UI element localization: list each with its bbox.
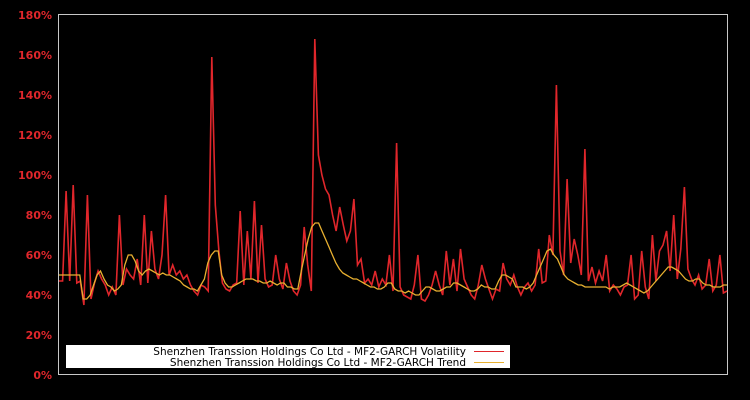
y-tick-label: 160% <box>18 49 52 62</box>
legend-label-volatility: Shenzhen Transsion Holdings Co Ltd - MF2… <box>153 345 466 358</box>
legend-swatch-volatility <box>474 351 504 352</box>
y-tick-label: 120% <box>18 129 52 142</box>
y-tick-label: 0% <box>33 369 52 382</box>
y-tick-label: 100% <box>18 169 52 182</box>
trend-line <box>59 222 727 300</box>
y-tick-label: 80% <box>26 209 52 222</box>
legend-swatch-trend <box>474 362 504 363</box>
chart-series <box>59 38 728 306</box>
y-tick-label: 140% <box>18 89 52 102</box>
volatility-line <box>59 38 728 306</box>
chart-legend: Shenzhen Transsion Holdings Co Ltd - MF2… <box>66 345 510 369</box>
plot-area <box>58 14 728 375</box>
y-axis-tick-labels: 0% 20% 40% 60% 80% 100% 120% 140% 160% 180% <box>18 9 52 382</box>
y-tick-label: 40% <box>26 289 52 302</box>
y-tick-label: 60% <box>26 249 52 262</box>
legend-label-trend: Shenzhen Transsion Holdings Co Ltd - MF2… <box>169 356 466 369</box>
y-tick-label: 180% <box>18 9 52 22</box>
legend-item-trend: Shenzhen Transsion Holdings Co Ltd - MF2… <box>169 356 504 369</box>
y-tick-label: 20% <box>26 329 52 342</box>
legend-item-volatility: Shenzhen Transsion Holdings Co Ltd - MF2… <box>153 345 504 358</box>
